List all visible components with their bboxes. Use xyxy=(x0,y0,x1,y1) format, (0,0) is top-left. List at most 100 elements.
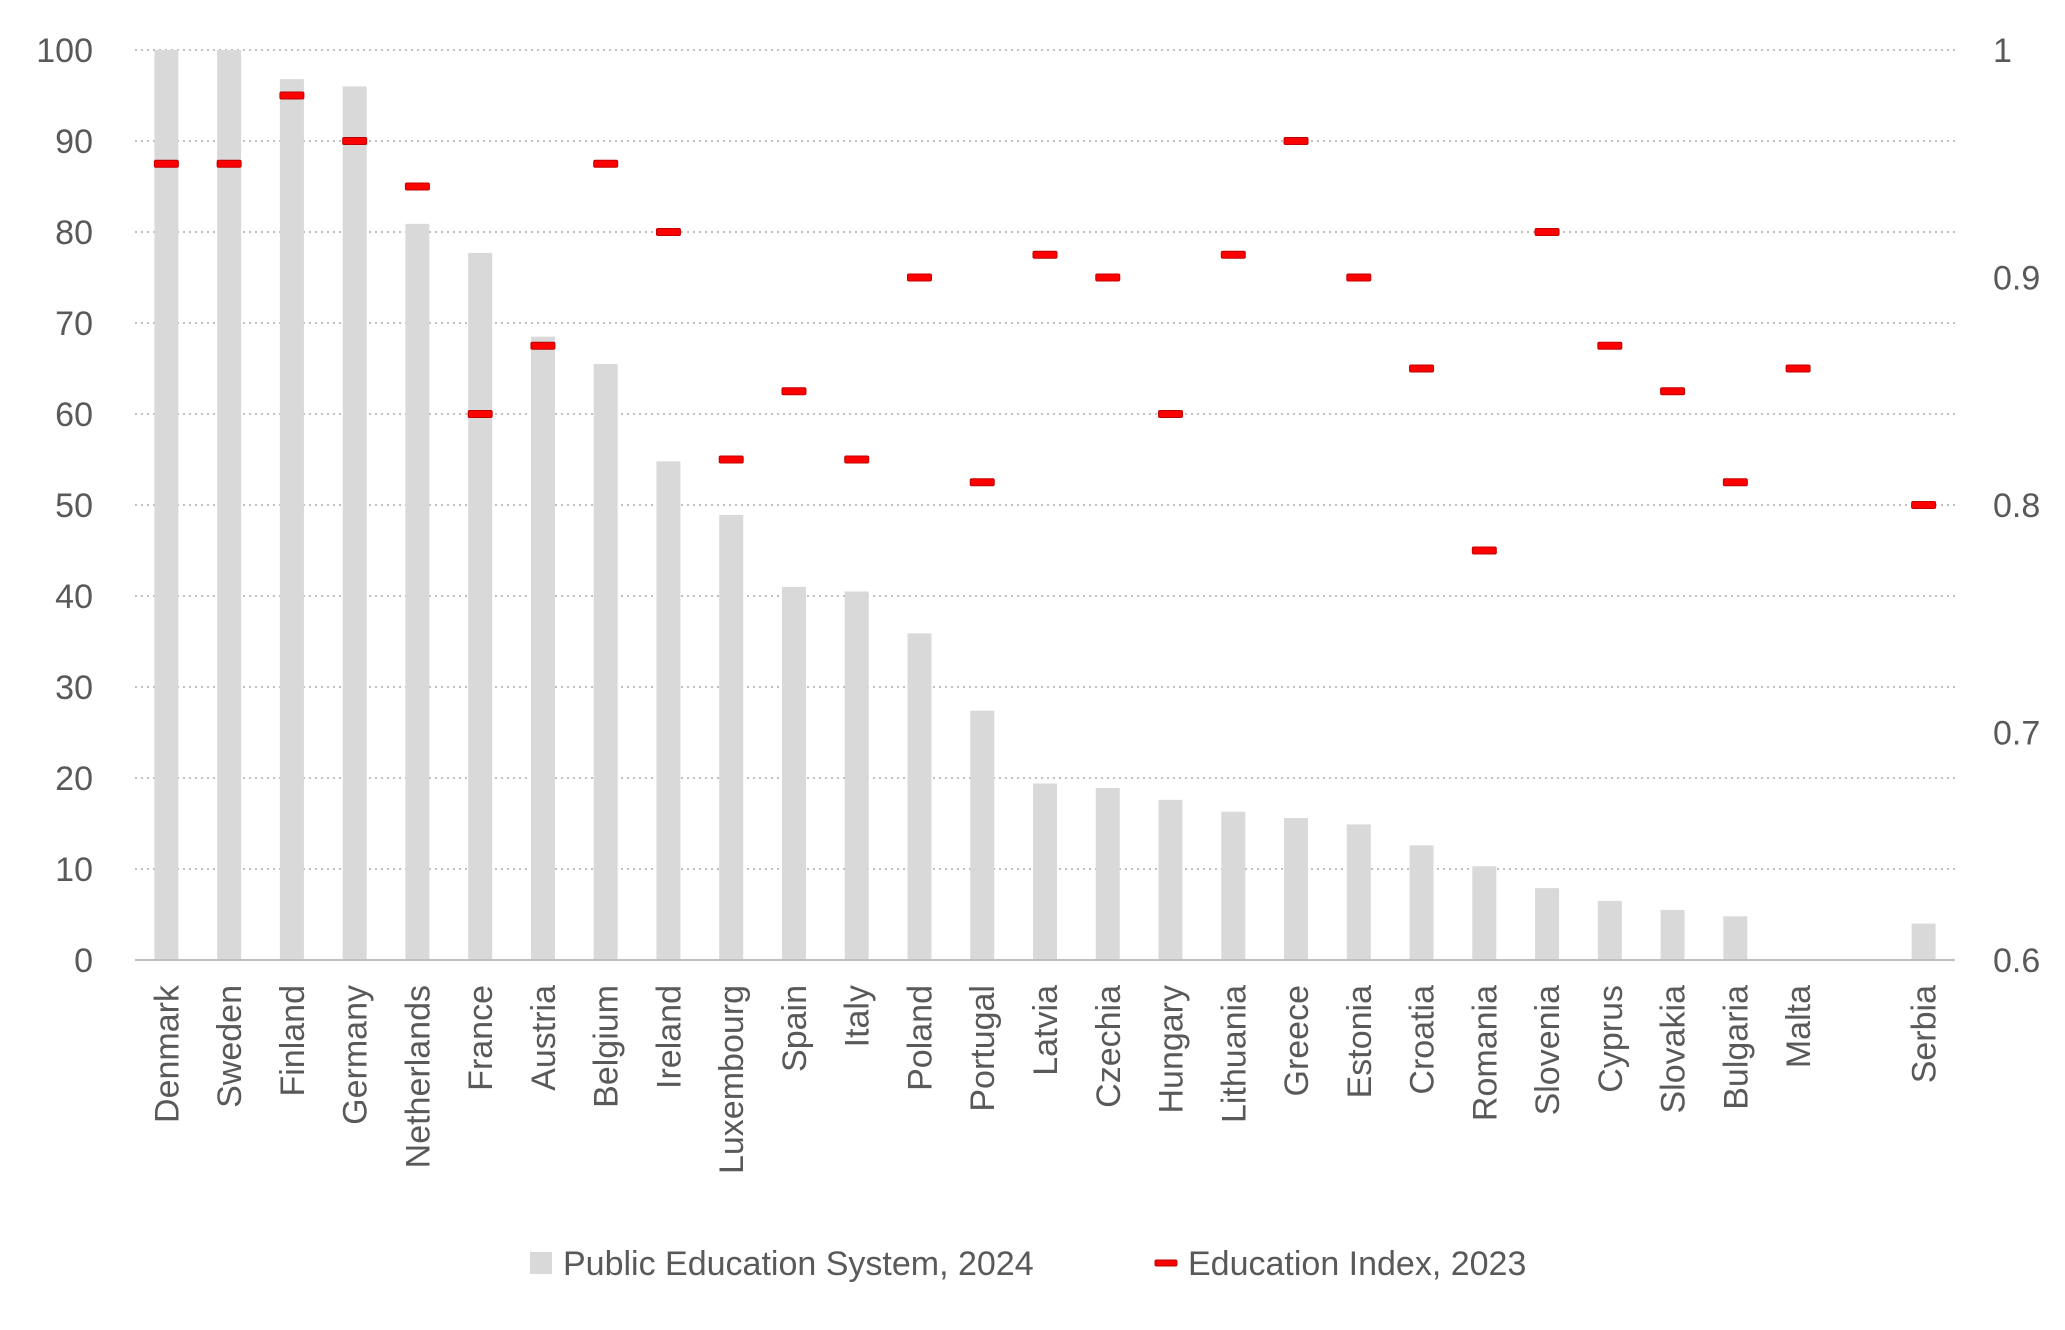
index-marker xyxy=(404,182,430,191)
right-tick-label: 1 xyxy=(1993,32,2012,70)
index-marker xyxy=(1032,250,1058,259)
index-marker xyxy=(1660,387,1686,396)
category-label: Belgium xyxy=(588,985,626,1108)
index-marker xyxy=(342,137,368,145)
bar xyxy=(970,710,995,960)
left-axis-ticks: 0 10 20 30 40 50 60 70 80 90 100 xyxy=(36,32,93,980)
dash-series xyxy=(153,91,1937,555)
legend-bar-label: Public Education System, 2024 xyxy=(563,1245,1034,1283)
right-tick-label: 0.7 xyxy=(1993,715,2040,753)
bar xyxy=(342,86,367,960)
left-tick-label: 50 xyxy=(55,487,93,525)
left-tick-label: 80 xyxy=(55,214,93,252)
bar xyxy=(1472,866,1497,960)
bar xyxy=(1033,783,1057,960)
bar xyxy=(719,515,744,960)
bar xyxy=(154,50,179,960)
category-label: Sweden xyxy=(211,985,249,1108)
category-label: Cyprus xyxy=(1592,985,1630,1093)
category-label: Slovakia xyxy=(1655,985,1693,1114)
right-tick-label: 0.6 xyxy=(1993,942,2040,980)
bar xyxy=(1535,888,1560,960)
left-tick-label: 70 xyxy=(55,305,93,343)
category-label: Romania xyxy=(1466,985,1504,1121)
category-label: Portugal xyxy=(964,985,1002,1112)
legend-bar-swatch xyxy=(530,1252,552,1274)
category-label: Austria xyxy=(525,985,563,1091)
bar xyxy=(1221,811,1246,960)
category-label: Latvia xyxy=(1027,985,1065,1076)
category-label: Greece xyxy=(1278,985,1316,1097)
bar xyxy=(844,591,869,960)
index-marker xyxy=(718,455,744,464)
left-tick-label: 60 xyxy=(55,396,93,434)
index-marker xyxy=(781,387,807,396)
category-label: Serbia xyxy=(1906,985,1944,1083)
index-marker xyxy=(593,159,619,168)
index-marker xyxy=(655,228,681,236)
index-marker xyxy=(1722,478,1748,487)
category-label: Luxembourg xyxy=(713,985,751,1174)
right-tick-label: 0.8 xyxy=(1993,487,2040,525)
bar xyxy=(279,79,304,961)
bar xyxy=(217,50,242,960)
category-label: Poland xyxy=(901,985,939,1091)
index-marker xyxy=(1158,410,1184,418)
category-label: Slovenia xyxy=(1529,985,1567,1116)
left-tick-label: 10 xyxy=(55,851,93,889)
index-marker xyxy=(216,159,242,168)
bar xyxy=(1723,916,1748,960)
index-marker xyxy=(153,159,179,168)
bar xyxy=(530,336,555,960)
bar xyxy=(656,461,681,960)
bar xyxy=(1597,900,1622,960)
bar xyxy=(1409,845,1434,960)
left-tick-label: 30 xyxy=(55,669,93,707)
bar xyxy=(1158,799,1183,960)
left-tick-label: 40 xyxy=(55,578,93,616)
category-label: Germany xyxy=(337,985,375,1125)
category-label: Hungary xyxy=(1153,985,1191,1114)
index-marker xyxy=(1785,364,1811,373)
legend: Public Education System, 2024 Education … xyxy=(530,1245,1526,1283)
category-label: Spain xyxy=(776,985,814,1072)
category-label: Czechia xyxy=(1090,985,1128,1108)
index-marker xyxy=(1095,273,1121,282)
index-marker xyxy=(1409,364,1435,373)
category-label: Italy xyxy=(839,985,877,1047)
right-tick-label: 0.9 xyxy=(1993,260,2040,298)
category-label: Ireland xyxy=(650,985,688,1089)
index-marker xyxy=(1534,228,1560,236)
bar xyxy=(1095,788,1120,960)
category-label: Netherlands xyxy=(399,985,437,1168)
legend-dash-label: Education Index, 2023 xyxy=(1188,1245,1526,1283)
index-marker xyxy=(844,455,870,464)
bar xyxy=(907,633,932,960)
category-label: Croatia xyxy=(1404,985,1442,1095)
index-marker xyxy=(1597,341,1623,350)
bar xyxy=(1346,824,1371,960)
index-marker xyxy=(1471,546,1497,555)
category-label: Bulgaria xyxy=(1717,985,1755,1110)
category-label: Lithuania xyxy=(1215,985,1253,1123)
index-marker xyxy=(1346,273,1372,282)
bar xyxy=(1911,923,1936,960)
right-axis-ticks: 0.6 0.7 0.8 0.9 1 xyxy=(1993,32,2040,980)
index-marker xyxy=(1283,137,1309,145)
bar xyxy=(1284,818,1309,960)
index-marker xyxy=(279,91,305,100)
category-labels: Denmark Sweden Finland Germany Netherlands Fr… xyxy=(148,984,1943,1174)
category-label: Finland xyxy=(274,985,312,1097)
category-label: France xyxy=(462,985,500,1091)
bar-series xyxy=(154,50,1936,961)
index-marker xyxy=(467,410,493,418)
index-marker xyxy=(969,478,995,487)
bar xyxy=(405,223,430,960)
category-label: Malta xyxy=(1780,985,1818,1068)
left-tick-label: 0 xyxy=(74,942,93,980)
index-marker xyxy=(530,341,556,350)
index-marker xyxy=(906,273,932,282)
index-marker xyxy=(1911,501,1937,509)
bar xyxy=(1660,909,1685,960)
